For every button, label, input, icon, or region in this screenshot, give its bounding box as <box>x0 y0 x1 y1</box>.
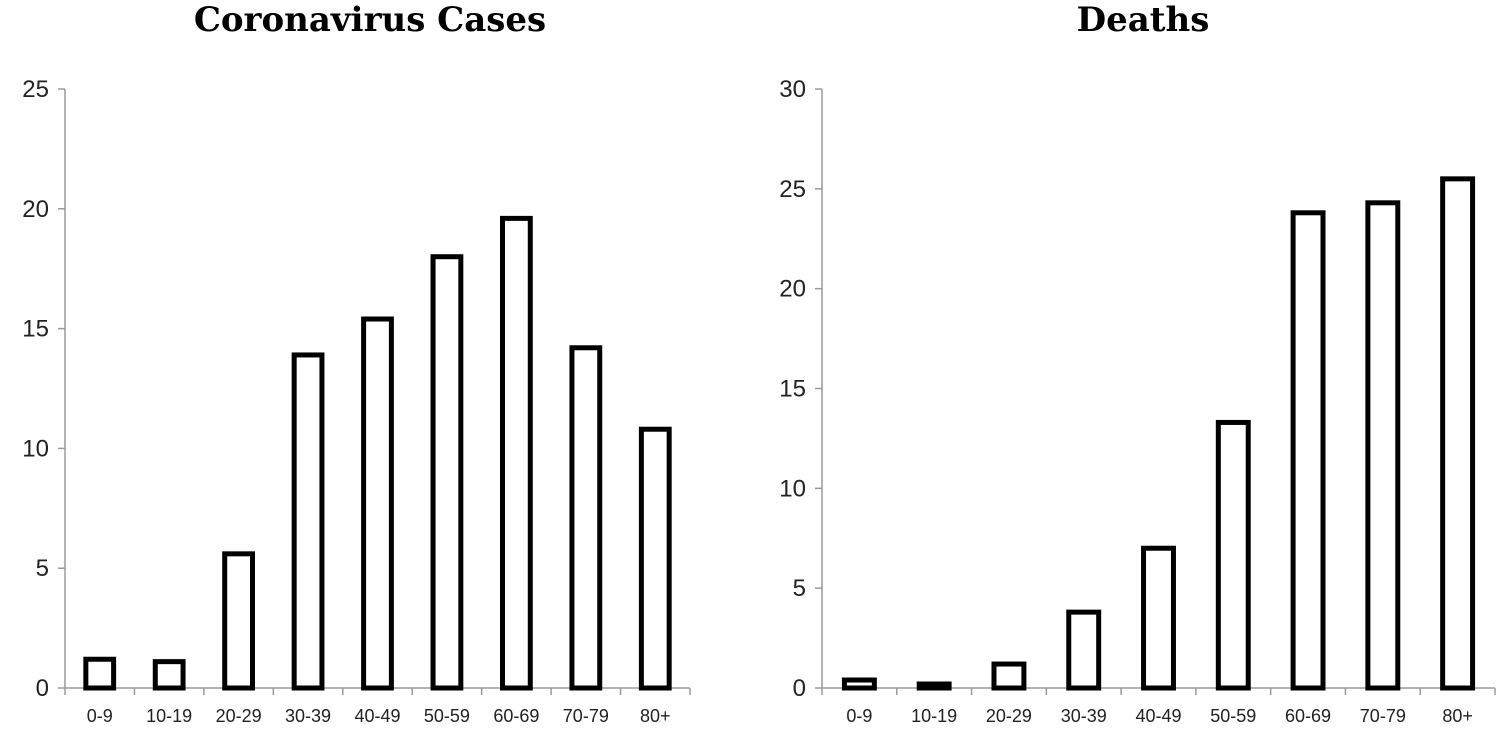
cases-y-tick-label: 15 <box>22 316 49 343</box>
deaths-y-tick-label: 5 <box>793 575 806 602</box>
cases-chart-title: Coronavirus Cases <box>194 0 546 40</box>
deaths-x-tick-label: 10-19 <box>911 706 957 726</box>
deaths-x-tick-label: 20-29 <box>986 706 1032 726</box>
deaths-bar-70-79 <box>1365 200 1401 691</box>
deaths-y-tick-label: 20 <box>779 276 806 303</box>
deaths-chart-title: Deaths <box>1077 0 1210 40</box>
cases-x-tick-label: 80+ <box>640 706 671 726</box>
deaths-x-tick-label: 50-59 <box>1210 706 1256 726</box>
cases-bar-10-19 <box>152 659 186 691</box>
deaths-bar-50-59 <box>1215 419 1251 691</box>
cases-x-tick-label: 0-9 <box>87 706 113 726</box>
deaths-bar-30-39 <box>1066 609 1102 691</box>
cases-bar-30-39 <box>291 352 325 691</box>
deaths-x-tick-label: 70-79 <box>1360 706 1406 726</box>
cases-chart: Coronavirus Cases 0 5 10 15 20 25 0-9 10-19 20-2… <box>22 0 691 726</box>
cases-x-tick-label: 10-19 <box>146 706 192 726</box>
cases-x-tick-label: 30-39 <box>285 706 331 726</box>
cases-x-tick-label: 40-49 <box>354 706 400 726</box>
cases-y-tick-label: 5 <box>36 555 49 582</box>
cases-x-tick-label: 50-59 <box>424 706 470 726</box>
deaths-bar-80+ <box>1440 176 1476 691</box>
deaths-y-tick-label: 25 <box>779 176 806 203</box>
deaths-bar-20-29 <box>991 661 1027 691</box>
deaths-x-tick-label: 60-69 <box>1285 706 1331 726</box>
deaths-chart: Deaths 0 5 10 15 20 25 30 0-9 10-19 20-29 30-39 40-… <box>779 0 1496 726</box>
cases-x-tick-label: 60-69 <box>493 706 539 726</box>
cases-y-tick-label: 20 <box>22 196 49 223</box>
deaths-y-tick-label: 15 <box>779 376 806 403</box>
cases-bar-70-79 <box>569 345 603 691</box>
cases-y-tick-label: 0 <box>36 675 49 702</box>
cases-bar-40-49 <box>361 316 394 691</box>
cases-bar-50-59 <box>430 254 464 691</box>
deaths-bar-60-69 <box>1290 210 1326 691</box>
cases-bar-0-9 <box>83 656 117 691</box>
deaths-y-tick-label: 0 <box>793 675 806 702</box>
deaths-y-tick-label: 10 <box>779 475 806 502</box>
cases-bar-20-29 <box>222 551 256 691</box>
cases-bar-60-69 <box>500 215 533 691</box>
deaths-x-tick-label: 80+ <box>1442 706 1473 726</box>
deaths-bar-0-9 <box>841 677 877 691</box>
cases-x-tick-label: 70-79 <box>563 706 609 726</box>
cases-y-tick-label: 25 <box>22 76 49 103</box>
cases-bar-80+ <box>638 426 672 691</box>
deaths-y-tick-label: 30 <box>779 76 806 103</box>
deaths-bar-10-19 <box>916 681 952 691</box>
deaths-x-tick-label: 0-9 <box>846 706 872 726</box>
deaths-bar-40-49 <box>1141 545 1176 691</box>
deaths-x-tick-label: 30-39 <box>1061 706 1107 726</box>
cases-x-tick-label: 20-29 <box>216 706 262 726</box>
deaths-x-tick-label: 40-49 <box>1135 706 1181 726</box>
cases-y-tick-label: 10 <box>22 435 49 462</box>
